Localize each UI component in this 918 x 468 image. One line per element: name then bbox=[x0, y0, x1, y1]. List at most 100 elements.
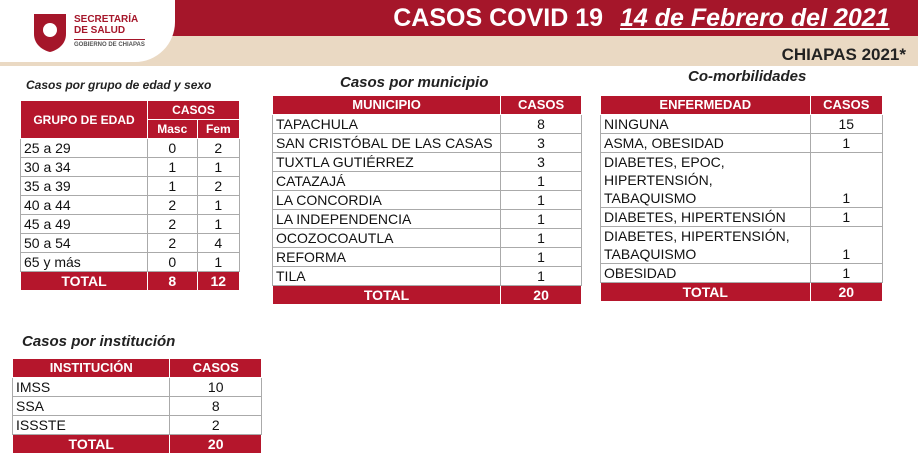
table-row: SAN CRISTÓBAL DE LAS CASAS 3 bbox=[271, 133, 582, 153]
date: 14 de Febrero del 2021 bbox=[620, 4, 890, 32]
table-cell: 2 bbox=[196, 176, 241, 196]
table-cell: 4 bbox=[196, 233, 241, 253]
table-cell: SSA bbox=[11, 396, 171, 416]
table-cell: 10 bbox=[169, 377, 262, 397]
logo-shield bbox=[34, 14, 66, 52]
header-cell: ENFERMEDAD bbox=[600, 95, 811, 115]
table-row: IMSS 10 bbox=[11, 377, 262, 397]
header-cell: Fem bbox=[196, 119, 241, 139]
table-row: LA INDEPENDENCIA 1 bbox=[271, 209, 582, 229]
table-cell: LA INDEPENDENCIA bbox=[271, 209, 502, 229]
table-row: ISSSTE 2 bbox=[11, 415, 262, 435]
table-cell: 1 bbox=[500, 171, 582, 191]
table-row: LA CONCORDIA 1 bbox=[271, 190, 582, 210]
header-cell: CASOS bbox=[809, 95, 884, 115]
header-band bbox=[165, 0, 918, 36]
table-cell: TILA bbox=[271, 266, 502, 286]
header-cell: GRUPO DE EDAD bbox=[20, 100, 148, 139]
table-cell: DIABETES, HIPERTENSIÓN, TABAQUISMO bbox=[600, 226, 811, 264]
header-row: ENFERMEDAD CASOS bbox=[600, 95, 884, 115]
section-title: Casos por municipio bbox=[340, 74, 489, 91]
age-table: GRUPO DE EDAD CASOS Masc Fem 25 a 29 0 2 30 a 3… bbox=[20, 100, 241, 291]
table-cell: 0 bbox=[147, 252, 198, 272]
total-cell: 20 bbox=[809, 282, 884, 302]
header-cell: INSTITUCIÓN bbox=[11, 358, 171, 378]
total-cell: 20 bbox=[169, 434, 262, 454]
table-cell: CATAZAJÁ bbox=[271, 171, 502, 191]
logo: SECRETARÍA DE SALUD GOBIERNO DE CHIAPAS bbox=[0, 0, 175, 62]
table-row: NINGUNA 15 bbox=[600, 114, 884, 134]
table-cell: SAN CRISTÓBAL DE LAS CASAS bbox=[271, 133, 502, 153]
header-row: INSTITUCIÓN CASOS bbox=[11, 358, 262, 378]
title: CASOS COVID 19 bbox=[393, 4, 603, 32]
table-row: 35 a 39 1 2 bbox=[20, 176, 241, 196]
table-cell: 2 bbox=[169, 415, 262, 435]
total-cell: 20 bbox=[500, 285, 582, 305]
table-cell: REFORMA bbox=[271, 247, 502, 267]
table-row: 50 a 54 2 4 bbox=[20, 233, 241, 253]
total-cell: TOTAL bbox=[20, 271, 148, 291]
section-title: Casos por institución bbox=[22, 333, 176, 350]
table-cell: 1 bbox=[500, 266, 582, 286]
table-cell: ISSSTE bbox=[11, 415, 171, 435]
total-row: TOTAL 20 bbox=[11, 434, 262, 454]
institution-table: INSTITUCIÓN CASOS IMSS 10 SSA 8 ISSSTE 2 TOTAL 20 bbox=[11, 358, 262, 454]
logo-text: SECRETARÍA bbox=[74, 14, 139, 25]
table-cell: TUXTLA GUTIÉRREZ bbox=[271, 152, 502, 172]
total-cell: TOTAL bbox=[271, 285, 502, 305]
table-cell: 35 a 39 bbox=[20, 176, 148, 196]
section-title: Casos por grupo de edad y sexo bbox=[26, 78, 212, 92]
table-row: OBESIDAD 1 bbox=[600, 263, 884, 283]
municipality-table: MUNICIPIO CASOS TAPACHULA 8 SAN CRISTÓBAL DE… bbox=[271, 95, 582, 305]
table-row: 30 a 34 1 1 bbox=[20, 157, 241, 177]
table-row: 65 y más 0 1 bbox=[20, 252, 241, 272]
table-cell: TAPACHULA bbox=[271, 114, 502, 134]
table-cell: 2 bbox=[147, 195, 198, 215]
total-cell: TOTAL bbox=[11, 434, 171, 454]
comorbidity-table: ENFERMEDAD CASOS NINGUNA 15 ASMA, OBESIDAD 1 D… bbox=[600, 95, 884, 302]
table-cell: 1 bbox=[147, 157, 198, 177]
table-cell: 8 bbox=[500, 114, 582, 134]
header-cell: CASOS bbox=[169, 358, 262, 378]
total-cell: 12 bbox=[196, 271, 241, 291]
total-cell: 8 bbox=[147, 271, 198, 291]
table-cell: 2 bbox=[196, 138, 241, 158]
table-cell: 1 bbox=[196, 157, 241, 177]
table-cell: 0 bbox=[147, 138, 198, 158]
header-cell: CASOS bbox=[500, 95, 582, 115]
total-row: TOTAL 20 bbox=[271, 285, 582, 305]
table-cell: 40 a 44 bbox=[20, 195, 148, 215]
table-row: REFORMA 1 bbox=[271, 247, 582, 267]
table-cell: 15 bbox=[809, 114, 884, 134]
table-cell: 1 bbox=[809, 152, 884, 208]
table-row: TUXTLA GUTIÉRREZ 3 bbox=[271, 152, 582, 172]
header-cell: CASOS bbox=[147, 100, 240, 120]
table-cell: DIABETES, EPOC, HIPERTENSIÓN, TABAQUISMO bbox=[600, 152, 811, 208]
table-cell: 8 bbox=[169, 396, 262, 416]
table-row: DIABETES, HIPERTENSIÓN 1 bbox=[600, 207, 884, 227]
header-row: MUNICIPIO CASOS bbox=[271, 95, 582, 115]
table-row: ASMA, OBESIDAD 1 bbox=[600, 133, 884, 153]
table-cell: 1 bbox=[809, 207, 884, 227]
table-cell: NINGUNA bbox=[600, 114, 811, 134]
table-cell: ASMA, OBESIDAD bbox=[600, 133, 811, 153]
table-cell: 25 a 29 bbox=[20, 138, 148, 158]
header-cell: Masc bbox=[147, 119, 198, 139]
table-cell: 50 a 54 bbox=[20, 233, 148, 253]
table-cell: 1 bbox=[196, 252, 241, 272]
table-cell: 1 bbox=[500, 247, 582, 267]
table-cell: 1 bbox=[196, 214, 241, 234]
table-row: TILA 1 bbox=[271, 266, 582, 286]
table-cell: 65 y más bbox=[20, 252, 148, 272]
table-cell: 1 bbox=[147, 176, 198, 196]
table-row: TAPACHULA 8 bbox=[271, 114, 582, 134]
logo-text: DE SALUD bbox=[74, 25, 126, 36]
table-cell: 1 bbox=[809, 133, 884, 153]
table-cell: 1 bbox=[500, 209, 582, 229]
table-cell: 1 bbox=[500, 190, 582, 210]
table-cell: DIABETES, HIPERTENSIÓN bbox=[600, 207, 811, 227]
header-cell: MUNICIPIO bbox=[271, 95, 502, 115]
table-cell: LA CONCORDIA bbox=[271, 190, 502, 210]
table-cell: 3 bbox=[500, 152, 582, 172]
